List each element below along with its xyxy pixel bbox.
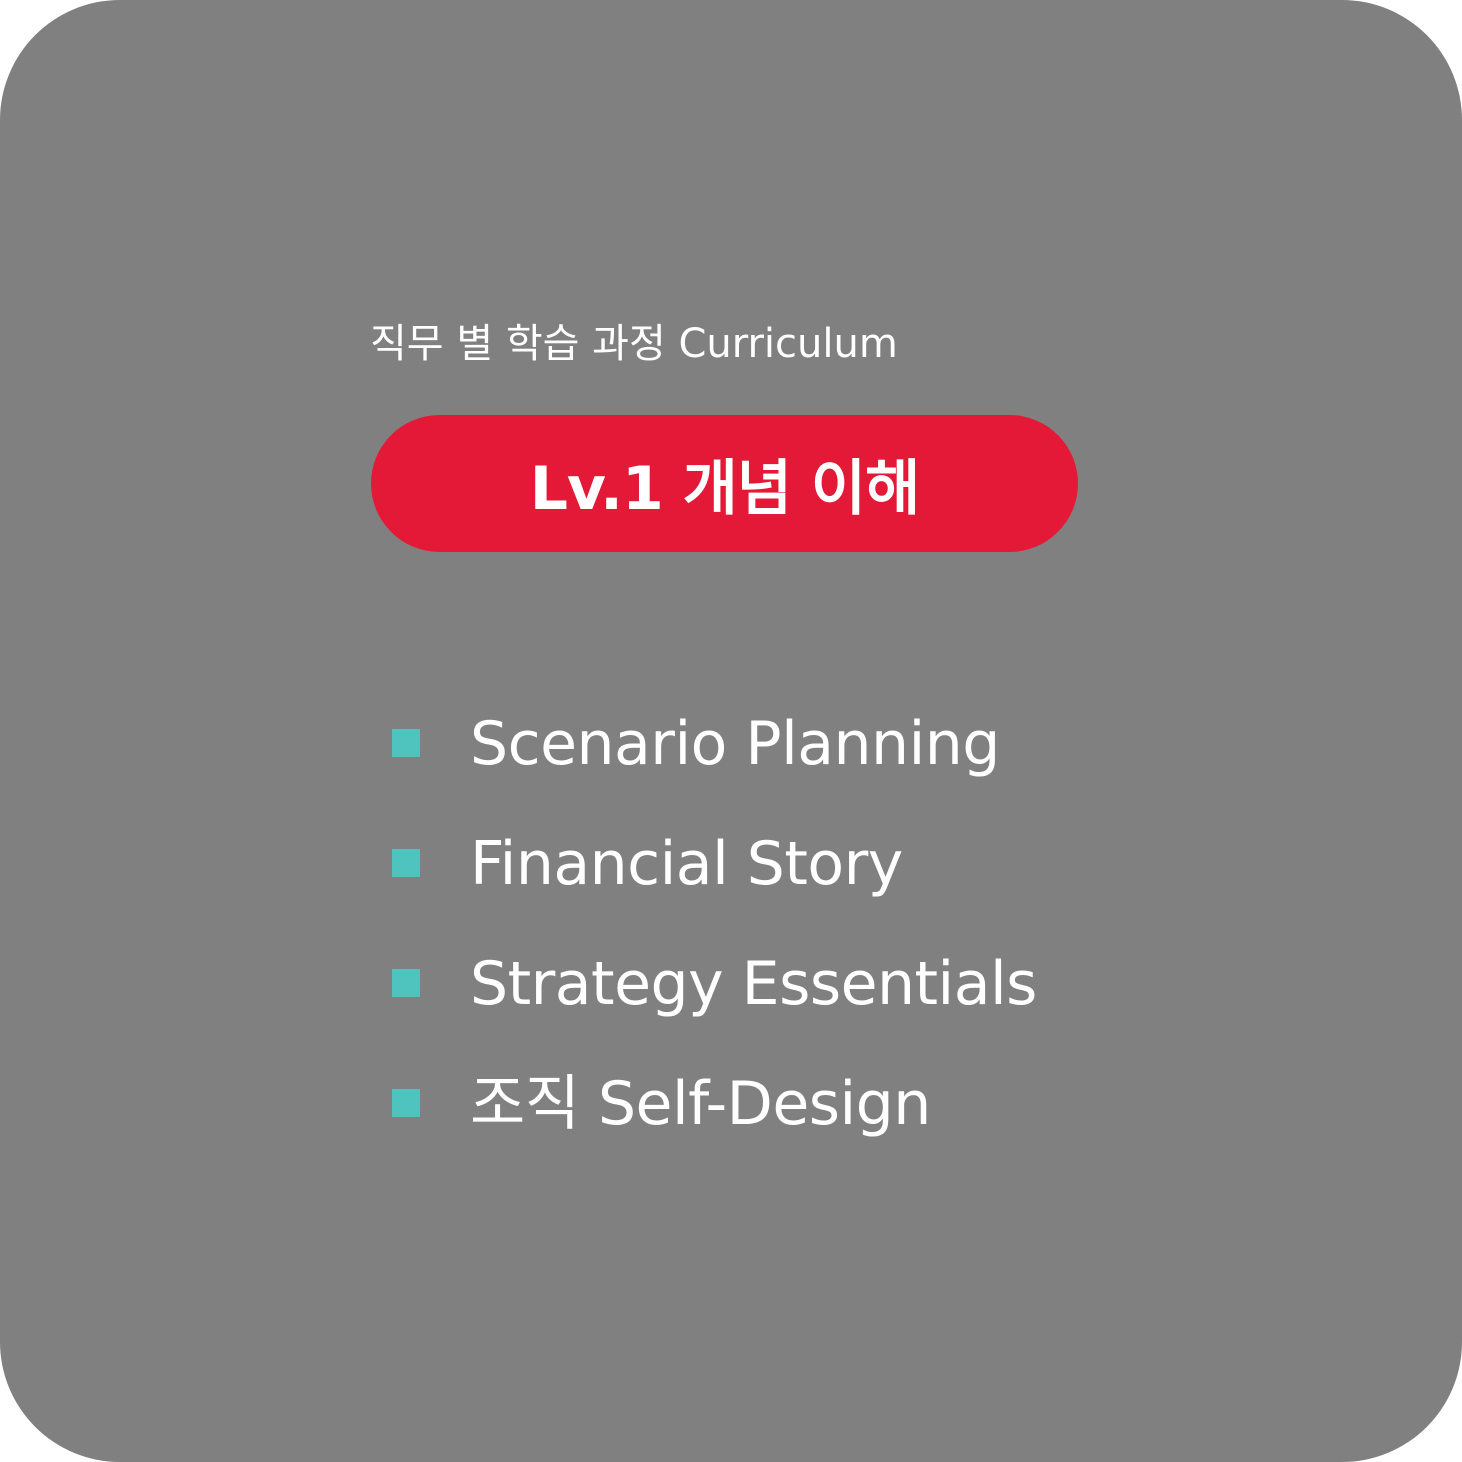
course-label: 조직 Self-Design [470, 1069, 931, 1139]
square-bullet-icon [392, 1089, 420, 1117]
level-label: Lv.1 개념 이해 [529, 454, 921, 524]
curriculum-subtitle: 직무 별 학습 과정 Curriculum [370, 321, 898, 367]
course-label: Scenario Planning [470, 709, 1000, 779]
square-bullet-icon [392, 729, 420, 757]
square-bullet-icon [392, 969, 420, 997]
course-label: Financial Story [470, 829, 903, 899]
level-badge: Lv.1 개념 이해 [371, 415, 1078, 552]
course-label: Strategy Essentials [470, 949, 1037, 1019]
square-bullet-icon [392, 849, 420, 877]
